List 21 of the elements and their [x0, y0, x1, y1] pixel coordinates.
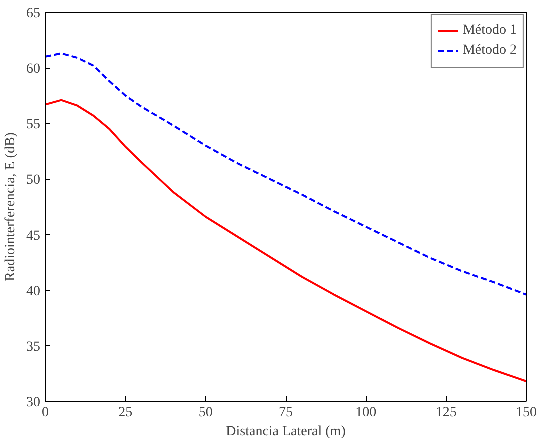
- y-tick-label: 50: [26, 173, 40, 188]
- y-tick-label: 60: [26, 62, 40, 78]
- x-tick-label: 100: [356, 406, 377, 420]
- y-tick-label: 55: [26, 118, 40, 133]
- x-axis-title: Distancia Lateral (m): [226, 424, 346, 440]
- x-tick-label: 75: [279, 406, 293, 420]
- legend-label: Método 1: [462, 23, 517, 39]
- x-tick-label: 0: [42, 406, 49, 420]
- y-axis-title: Radiointerferencia, E (dB): [4, 132, 18, 282]
- x-tick-label: 50: [198, 406, 213, 420]
- y-tick-label: 40: [26, 284, 40, 300]
- x-tick-label: 25: [118, 406, 133, 420]
- legend-label: Método 2: [462, 43, 517, 59]
- y-tick-label: 35: [26, 340, 40, 355]
- y-tick-label: 65: [26, 6, 40, 22]
- line-series: [46, 52, 526, 296]
- y-tick-label: 45: [26, 228, 40, 244]
- x-tick-label: 150: [516, 406, 537, 420]
- line-series: [46, 99, 526, 382]
- x-tick-label: 125: [436, 406, 457, 420]
- y-tick-label: 30: [26, 396, 40, 410]
